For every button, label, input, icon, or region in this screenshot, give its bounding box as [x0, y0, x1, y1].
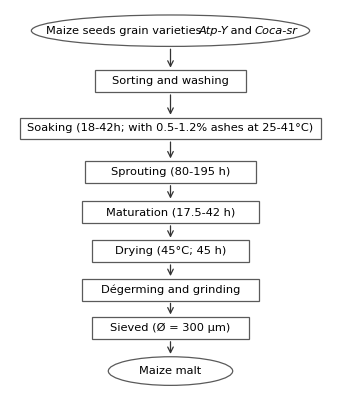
Text: Maturation (17.5-42 h): Maturation (17.5-42 h): [106, 207, 235, 217]
Text: Sprouting (80-195 h): Sprouting (80-195 h): [111, 167, 230, 177]
Text: Maize malt: Maize malt: [139, 366, 202, 376]
Text: Maize seeds grain varieties: Maize seeds grain varieties: [45, 26, 205, 36]
Text: and: and: [227, 26, 255, 36]
Text: Soaking (18-42h; with 0.5-1.2% ashes at 25-41°C): Soaking (18-42h; with 0.5-1.2% ashes at …: [27, 124, 314, 134]
Text: Sorting and washing: Sorting and washing: [112, 76, 229, 86]
FancyBboxPatch shape: [82, 201, 259, 223]
Text: Dégerming and grinding: Dégerming and grinding: [101, 284, 240, 295]
Text: Sieved (Ø = 300 μm): Sieved (Ø = 300 μm): [110, 323, 231, 333]
FancyBboxPatch shape: [82, 279, 259, 300]
Ellipse shape: [108, 357, 233, 385]
Text: Atp-Y: Atp-Y: [198, 26, 228, 36]
FancyBboxPatch shape: [92, 240, 249, 262]
FancyBboxPatch shape: [92, 317, 249, 339]
FancyBboxPatch shape: [20, 118, 321, 139]
Ellipse shape: [31, 15, 310, 46]
Text: Drying (45°C; 45 h): Drying (45°C; 45 h): [115, 246, 226, 256]
Text: Coca-sr: Coca-sr: [254, 26, 297, 36]
FancyBboxPatch shape: [95, 70, 246, 92]
FancyBboxPatch shape: [85, 161, 256, 183]
